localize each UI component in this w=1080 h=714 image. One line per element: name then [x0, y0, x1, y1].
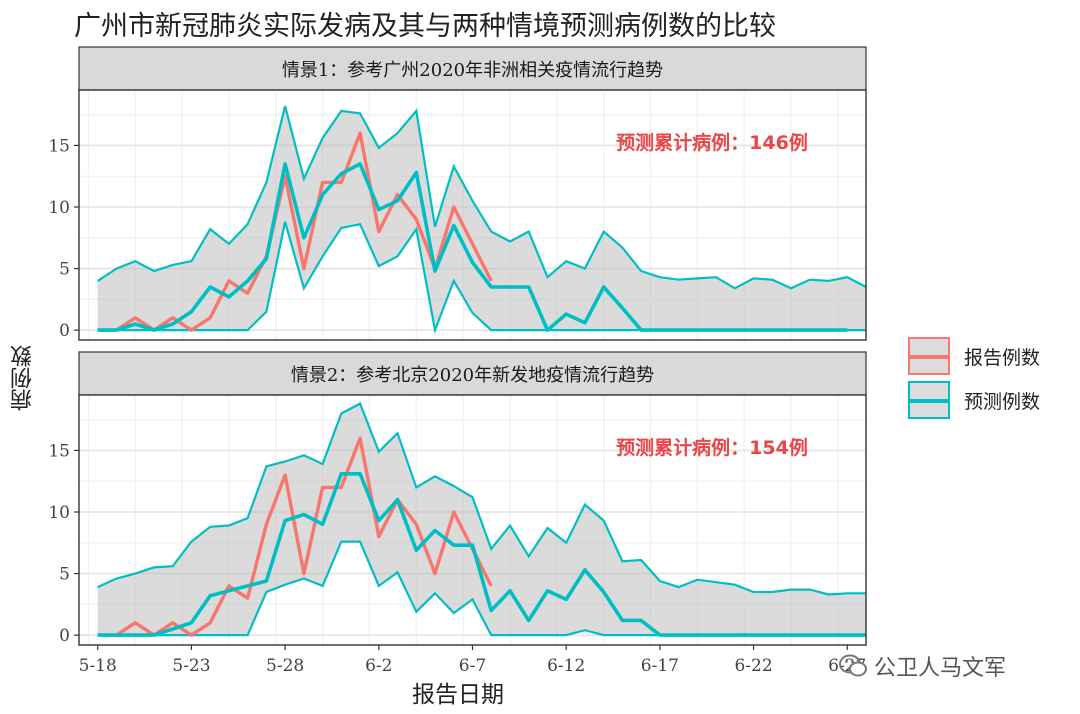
x-tick-label: 5-28 — [266, 656, 304, 676]
predicted-series-line-1 — [97, 162, 848, 332]
y-tick-label: 15 — [48, 441, 70, 461]
legend-label-reported: 报告例数 — [964, 346, 1041, 369]
chart-title: 广州市新冠肺炎实际发病及其与两种情境预测病例数的比较 — [74, 11, 776, 42]
x-tick-label: 6-12 — [547, 656, 585, 676]
y-tick-label: 10 — [48, 198, 70, 218]
y-tick-label: 15 — [48, 136, 70, 156]
wechat-icon — [839, 654, 867, 677]
upper-bound-line-1 — [97, 105, 867, 290]
legend-key-predicted — [908, 381, 950, 419]
x-tick-label: 6-17 — [641, 656, 679, 676]
watermark: 公卫人马文军 — [838, 650, 1006, 682]
watermark-text: 公卫人马文军 — [874, 656, 1007, 681]
annotation-2: 预测累计病例：154例 — [616, 436, 808, 459]
upper-bound-line-2 — [97, 402, 866, 596]
legend: 报告例数 预测例数 — [908, 334, 1040, 422]
x-tick-label: 5-23 — [172, 656, 210, 676]
x-tick-label: 5-18 — [79, 656, 117, 676]
confidence-band-2 — [97, 403, 866, 636]
facet-strip-2 — [78, 351, 867, 396]
y-tick-label: 0 — [59, 626, 70, 646]
reported-series-line-1 — [97, 131, 493, 332]
legend-item-predicted: 预测例数 — [908, 378, 1040, 422]
y-tick-label: 10 — [48, 503, 70, 523]
panel-border-1 — [78, 89, 867, 341]
y-tick-label: 5 — [59, 260, 70, 280]
facet-strip-label-2: 情景2：参考北京2020年新发地疫情流行趋势 — [291, 365, 654, 386]
annotation-1: 预测累计病例：146例 — [616, 131, 808, 154]
legend-label-predicted: 预测例数 — [964, 390, 1041, 413]
y-tick-label: 0 — [59, 321, 70, 341]
x-tick-label: 6-7 — [459, 656, 486, 676]
x-tick-label: 6-2 — [365, 656, 392, 676]
legend-key-reported — [908, 337, 950, 375]
y-tick-label: 5 — [59, 565, 70, 585]
reported-series-line-2 — [97, 436, 493, 637]
facet-strip-label-1: 情景1：参考广州2020年非洲相关疫情流行趋势 — [282, 60, 663, 81]
x-axis-label: 报告日期 — [412, 682, 504, 708]
legend-item-reported: 报告例数 — [908, 334, 1040, 378]
predicted-series-line-2 — [97, 471, 866, 637]
x-tick-label: 6-22 — [734, 656, 772, 676]
